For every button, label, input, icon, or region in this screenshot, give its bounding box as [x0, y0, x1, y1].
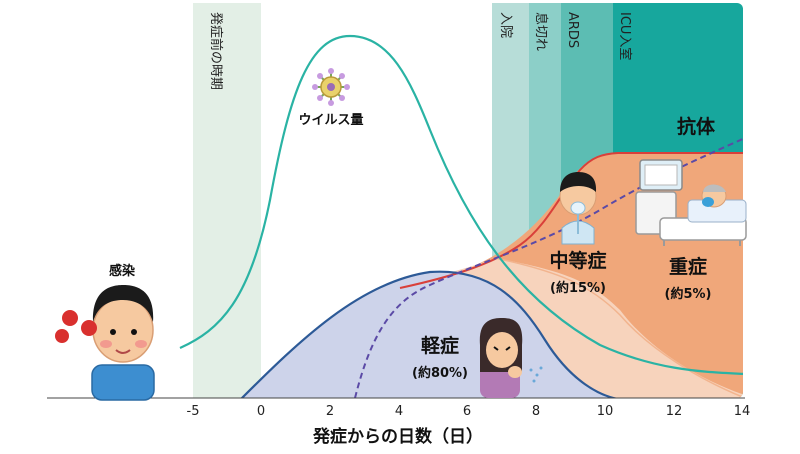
icu-bed-patient-icon	[635, 159, 747, 246]
dyspnea-label: 息切れ	[533, 12, 549, 51]
mild-area	[240, 271, 625, 398]
x-tick: 8	[532, 404, 540, 419]
ards-label: ARDS	[565, 12, 580, 48]
severe-label: 重症	[669, 255, 707, 278]
virus-icon	[312, 68, 350, 106]
severe-percentage: (約5%)	[665, 286, 712, 302]
oxygen-mask-patient-icon	[559, 172, 597, 245]
moderate-label: 中等症	[549, 249, 606, 272]
mild-percentage: (約80%)	[412, 365, 468, 381]
viral-load-curve	[179, 34, 743, 376]
hospitalization-label: 入院	[498, 12, 513, 38]
x-tick: -5	[187, 404, 200, 419]
mild-label: 軽症	[421, 334, 459, 357]
x-tick: 0	[257, 404, 265, 419]
x-tick: 10	[597, 404, 614, 419]
x-tick: 2	[326, 404, 334, 419]
icu-label: ICU入室	[617, 12, 633, 60]
infection-label: 感染	[109, 263, 136, 279]
x-axis-ticks: -5 0 2 4 6 8 10 12 14	[187, 404, 751, 419]
mild-curve	[239, 270, 626, 398]
antibody-curve	[354, 137, 743, 398]
infected-person-icon	[55, 285, 155, 401]
presymptomatic-label: 発症前の時期	[208, 12, 224, 90]
x-tick: 12	[666, 404, 683, 419]
x-tick: 6	[463, 404, 471, 419]
moderate-boundary	[494, 257, 743, 398]
coughing-woman-icon	[479, 318, 543, 398]
presymptomatic-band	[193, 3, 261, 398]
x-tick: 4	[395, 404, 403, 419]
x-tick: 14	[734, 404, 751, 419]
severe-curve	[399, 152, 743, 289]
antibody-label: 抗体	[677, 115, 716, 138]
viral-load-label: ウイルス量	[298, 113, 363, 128]
x-axis-title: 発症からの日数（日）	[312, 426, 483, 447]
moderate-percentage: (約15%)	[550, 280, 606, 296]
